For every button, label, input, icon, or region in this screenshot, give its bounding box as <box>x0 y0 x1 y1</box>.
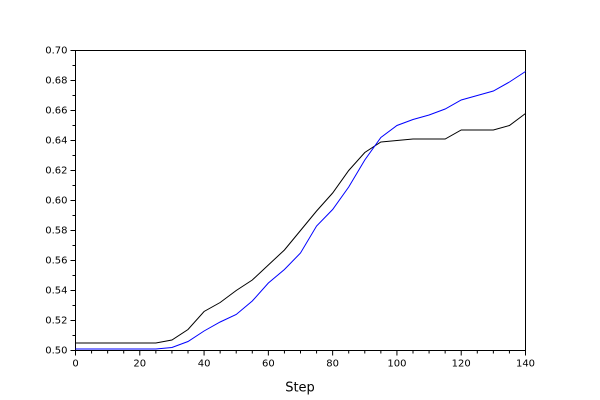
x-axis-label: Step <box>285 381 315 396</box>
plot-frame <box>75 50 526 351</box>
y-tick-label: 0.66 <box>45 106 67 117</box>
x-tick-label: 140 <box>516 359 535 370</box>
x-tick-label: 100 <box>387 359 406 370</box>
data-line <box>75 113 526 344</box>
y-tick-label: 0.70 <box>45 46 67 57</box>
y-tick-label: 0.68 <box>45 76 67 87</box>
x-tick-label: 80 <box>326 359 339 370</box>
y-tick-label: 0.58 <box>45 226 67 237</box>
x-tick-label: 120 <box>452 359 471 370</box>
x-tick-label: 60 <box>262 359 275 370</box>
x-tick-label: 40 <box>198 359 211 370</box>
y-tick-label: 0.50 <box>45 346 67 357</box>
y-tick-label: 0.52 <box>45 316 67 327</box>
y-tick-label: 0.56 <box>45 256 67 267</box>
x-tick-label: 0 <box>72 359 78 370</box>
data-line <box>75 71 526 350</box>
y-tick-label: 0.60 <box>45 196 67 207</box>
y-tick-label: 0.54 <box>45 286 67 297</box>
y-tick-label: 0.64 <box>45 136 67 147</box>
y-tick-label: 0.62 <box>45 166 67 177</box>
x-tick-label: 20 <box>133 359 146 370</box>
